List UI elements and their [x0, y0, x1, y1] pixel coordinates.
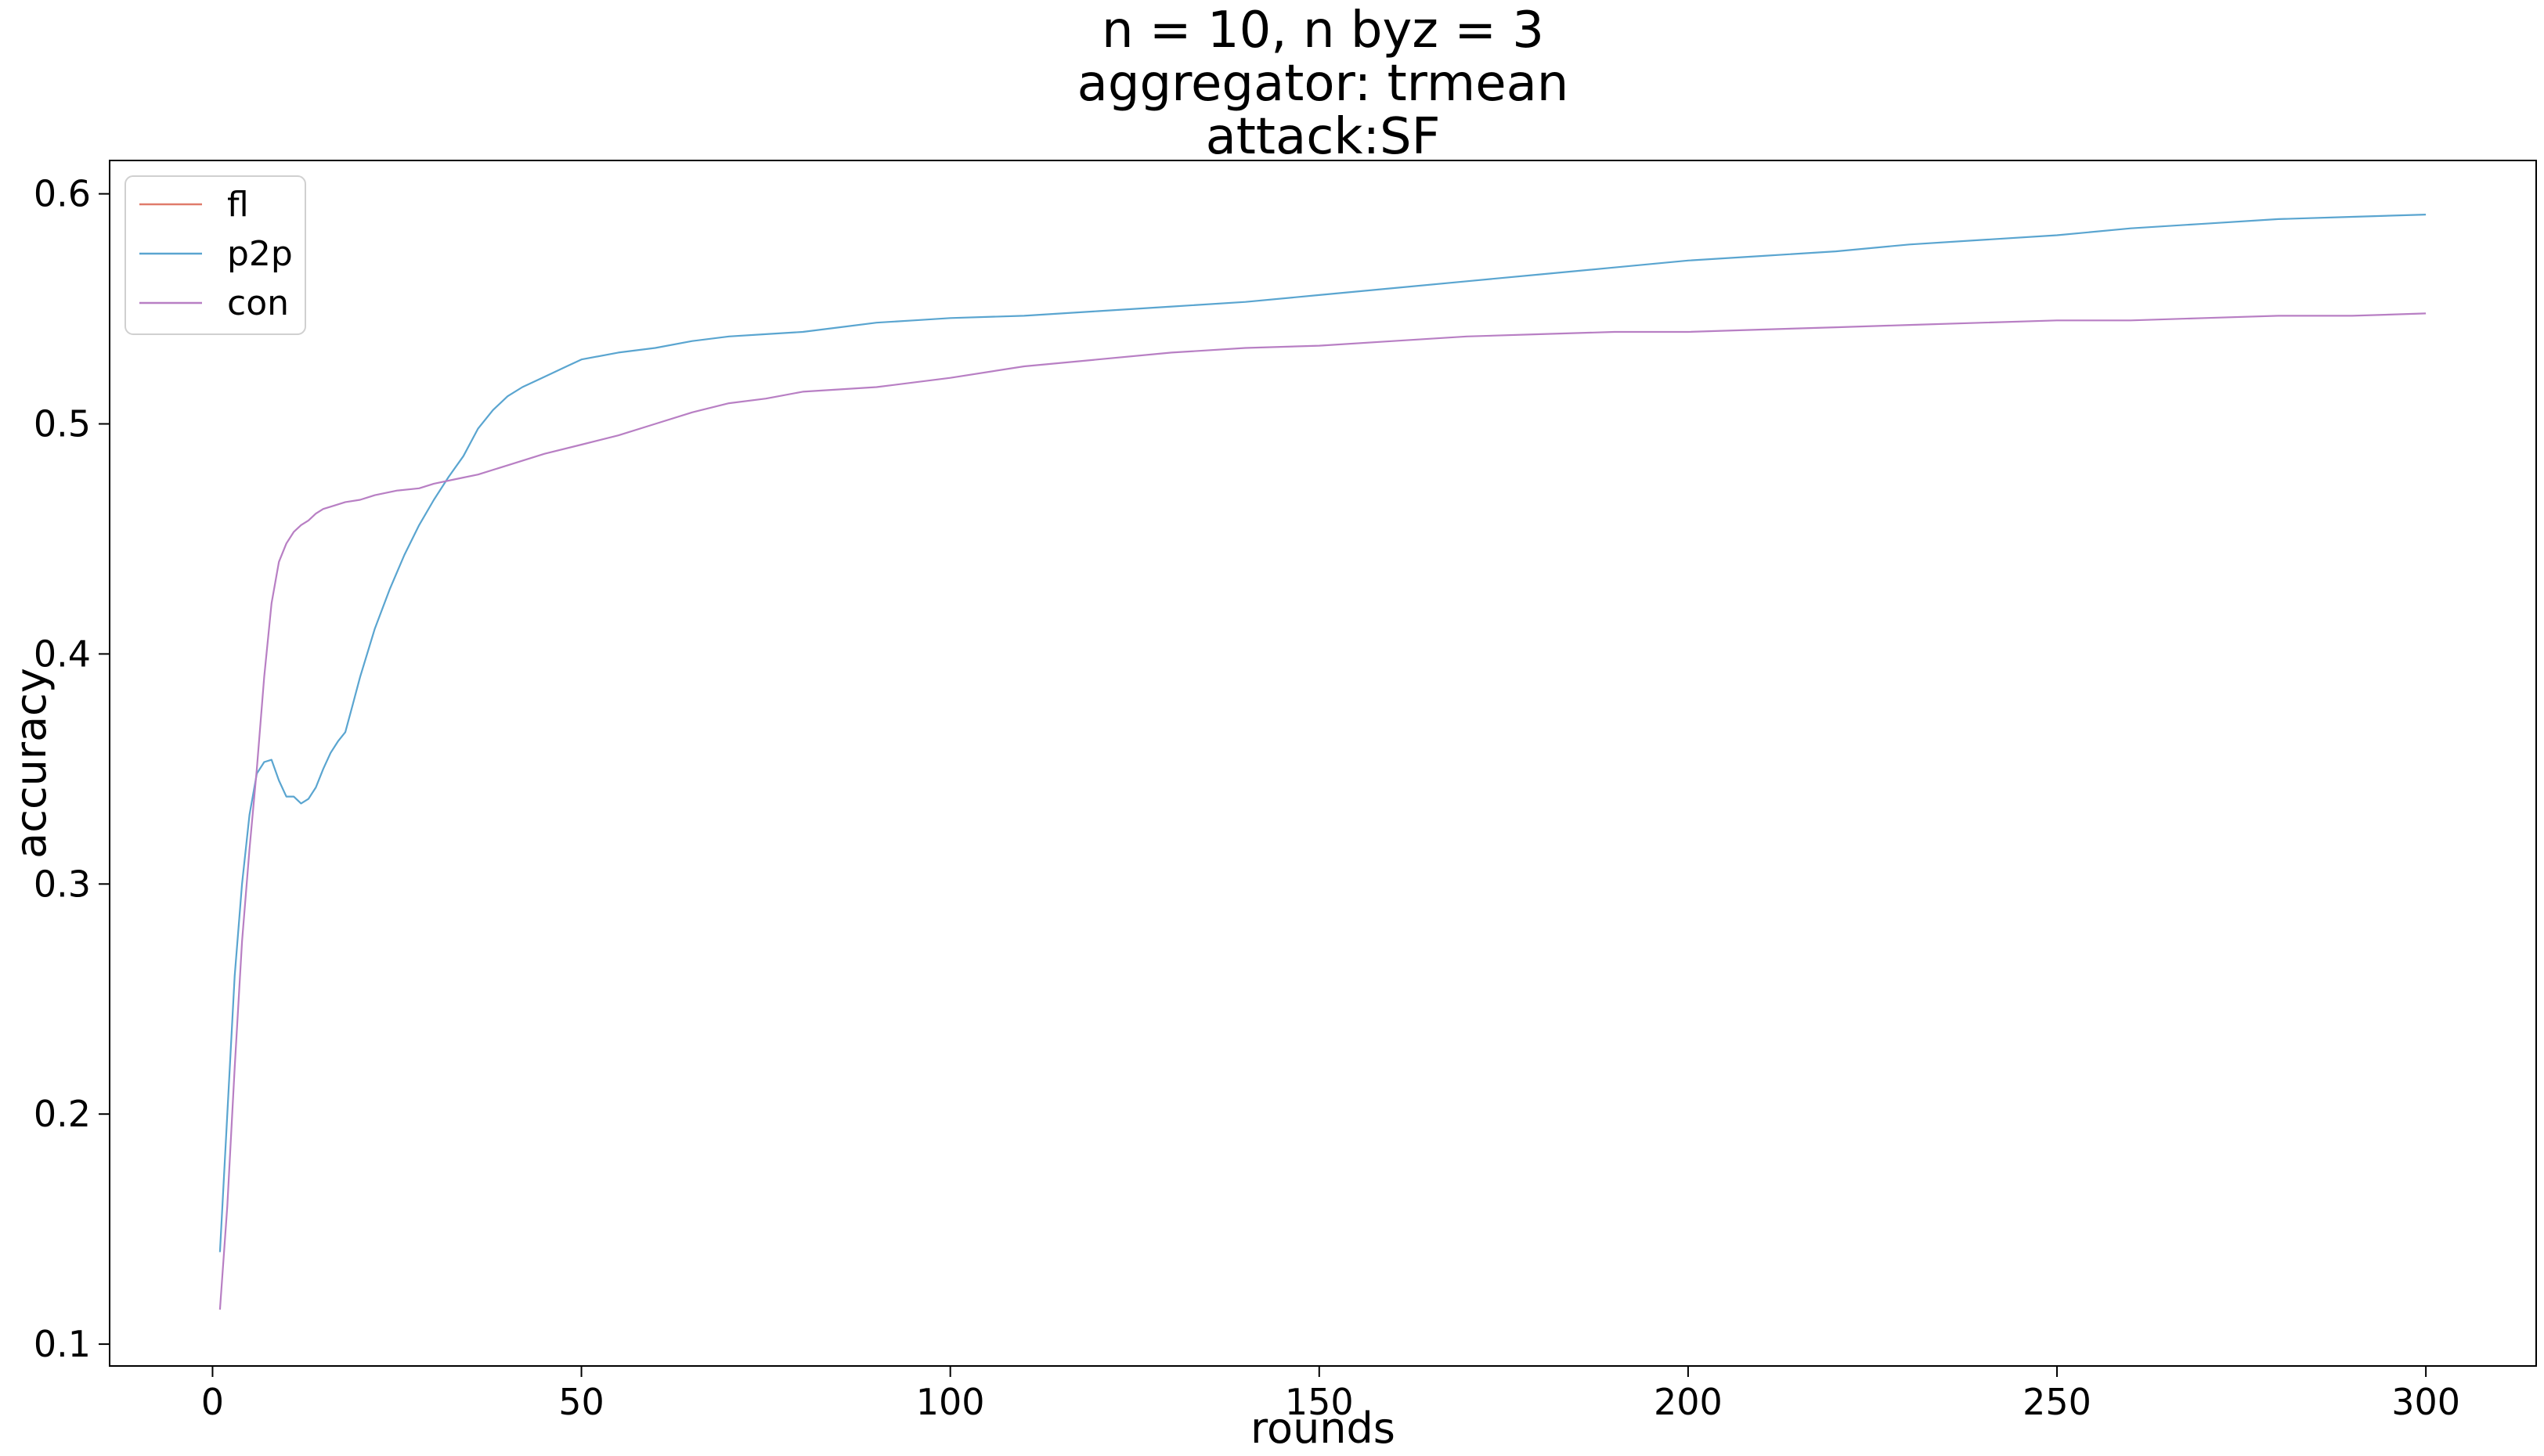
x-tick-label: 200	[1654, 1381, 1723, 1423]
series-line-p2p	[218, 214, 2427, 1252]
y-tick-label: 0.4	[34, 632, 91, 675]
legend-box	[124, 175, 306, 335]
x-axis-label: rounds	[1250, 1404, 1395, 1453]
series-line-con	[218, 312, 2427, 1310]
y-axis-label: accuracy	[6, 668, 56, 859]
chart-title-line: n = 10, n byz = 3	[1102, 2, 1544, 59]
y-tick-label: 0.5	[34, 403, 91, 445]
legend-label-con: con	[227, 283, 289, 323]
x-tick-label: 0	[201, 1381, 224, 1423]
x-tick-label: 50	[558, 1381, 604, 1423]
x-tick-label: 250	[2023, 1381, 2091, 1423]
plot-frame	[109, 160, 2537, 1367]
legend: fl p2p con	[124, 175, 306, 335]
x-axis: 0 50 100 150 200 250 300	[201, 1366, 2460, 1423]
y-tick-label: 0.2	[34, 1093, 91, 1135]
legend-label-fl: fl	[227, 185, 249, 225]
x-tick-label: 100	[916, 1381, 985, 1423]
plot-area	[109, 160, 2537, 1367]
chart-title-line: aggregator: trmean	[1077, 55, 1569, 113]
legend-label-p2p: p2p	[227, 234, 293, 274]
y-axis: 0.1 0.2 0.3 0.4 0.5 0.6	[34, 173, 110, 1365]
y-tick-label: 0.1	[34, 1323, 91, 1365]
y-tick-label: 0.3	[34, 863, 91, 905]
x-tick-label: 300	[2391, 1381, 2460, 1423]
y-tick-label: 0.6	[34, 173, 91, 215]
x-tick-label: 150	[1285, 1381, 1354, 1423]
chart-title-line: attack:SF	[1206, 108, 1441, 166]
